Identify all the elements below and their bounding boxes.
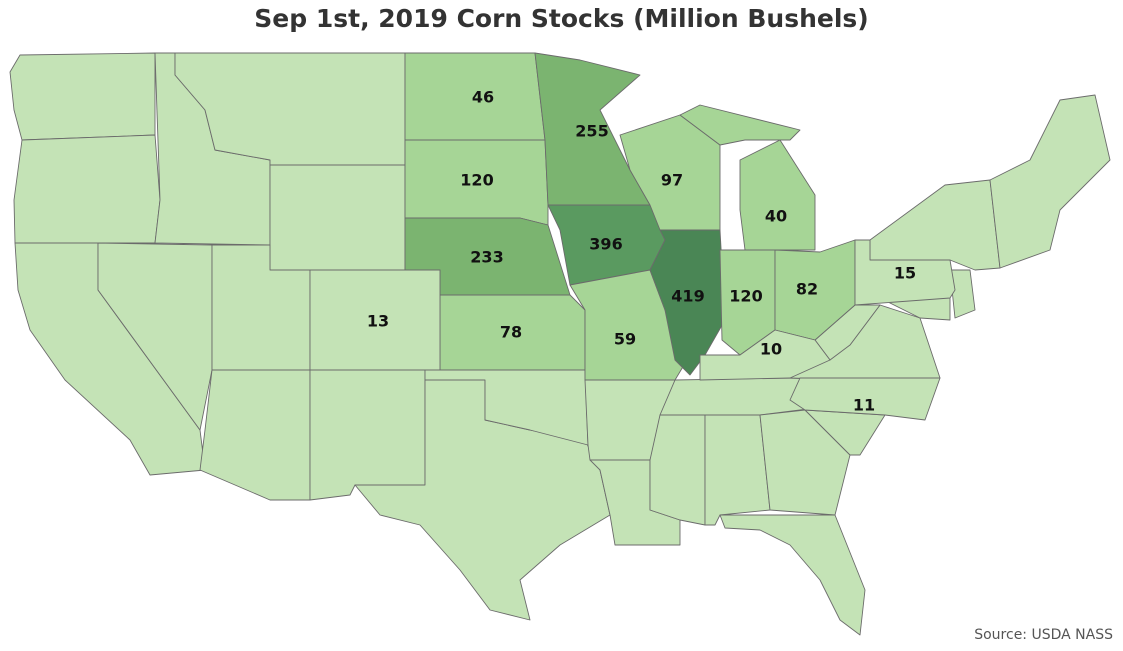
value-label-mo: 59 <box>613 329 637 349</box>
state-wa <box>9 52 156 141</box>
state-nc <box>789 377 941 421</box>
state-ms <box>649 414 706 526</box>
value-label-ky: 10 <box>759 339 783 359</box>
state-new-england <box>989 94 1111 269</box>
value-label-wi: 97 <box>660 170 684 190</box>
state-ky <box>699 329 831 381</box>
value-label-ks: 78 <box>499 322 523 342</box>
state-mi-up <box>679 104 801 146</box>
state-or <box>13 134 161 244</box>
value-label-ne: 233 <box>470 247 504 267</box>
state-fl <box>719 514 866 636</box>
state-pa <box>854 239 956 306</box>
value-label-oh: 82 <box>795 279 819 299</box>
map-title: Sep 1st, 2019 Corn Stocks (Million Bushe… <box>254 4 869 33</box>
state-ga <box>759 409 851 516</box>
value-label-ia: 396 <box>589 234 623 254</box>
state-nj <box>949 269 976 319</box>
value-label-pa: 15 <box>893 263 917 283</box>
state-nv <box>97 242 213 431</box>
state-mi <box>739 139 816 251</box>
state-az <box>199 369 311 501</box>
value-label-mn: 255 <box>575 121 609 141</box>
source-note: Source: USDA NASS <box>974 627 1113 643</box>
state-nm <box>309 369 426 501</box>
value-label-il: 419 <box>671 286 705 306</box>
state-co <box>309 269 441 371</box>
value-label-co: 13 <box>366 311 390 331</box>
state-ny <box>869 179 1001 271</box>
state-wy <box>269 164 406 271</box>
value-label-nc: 11 <box>852 395 876 415</box>
value-label-in: 120 <box>729 286 763 306</box>
value-label-nd: 46 <box>471 87 495 107</box>
state-al <box>704 414 771 526</box>
value-label-mi: 40 <box>764 206 788 226</box>
value-label-sd: 120 <box>460 170 494 190</box>
